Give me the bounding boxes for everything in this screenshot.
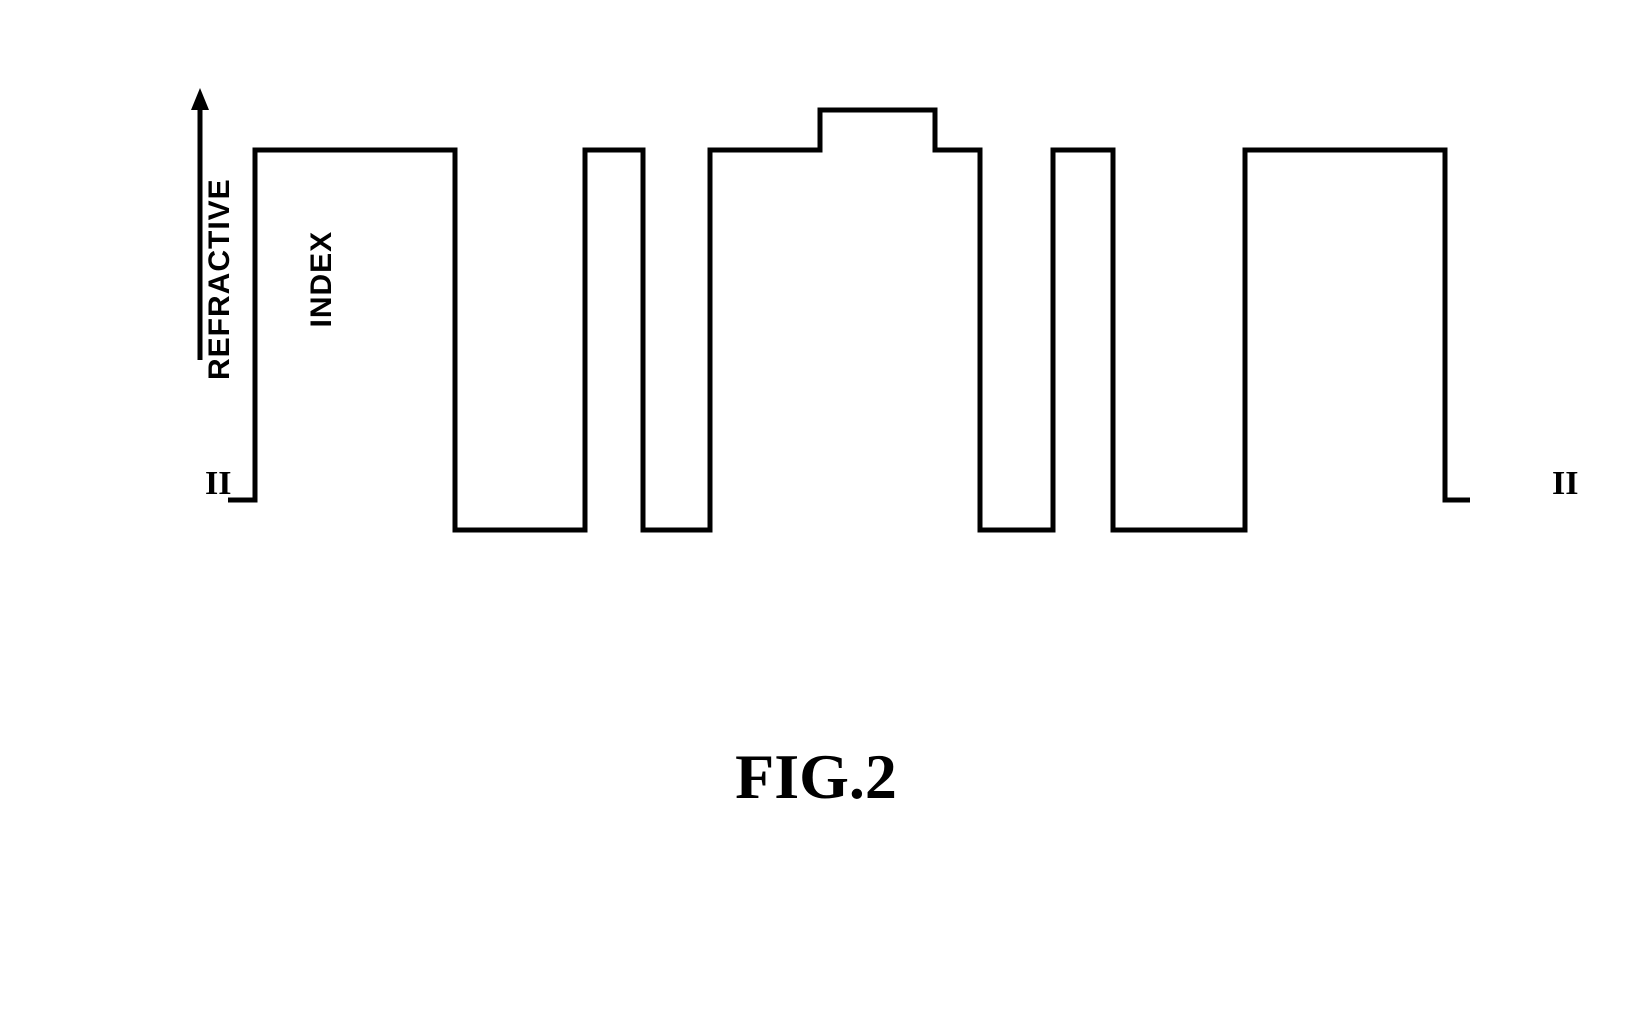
roman-numeral-right: II: [1552, 465, 1578, 503]
refractive-index-profile: [165, 80, 1505, 560]
roman-numeral-left: II: [205, 465, 231, 503]
figure-container: REFRACTIVE INDEX II II: [80, 80, 1500, 500]
figure-caption: FIG.2: [0, 740, 1632, 814]
